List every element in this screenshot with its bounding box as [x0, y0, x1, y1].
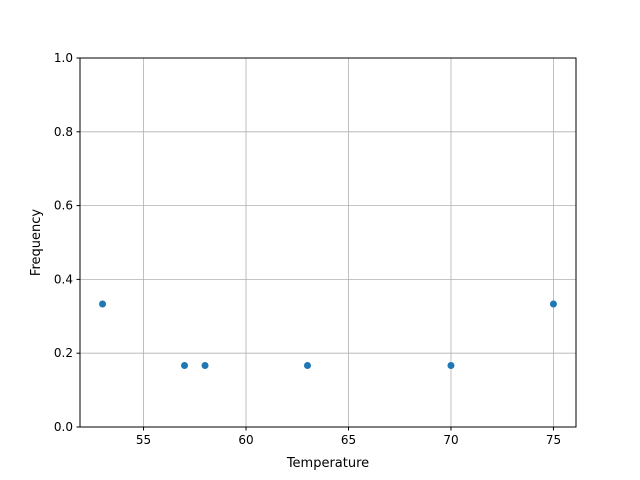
y-axis-ticks: 0.0 0.2 0.4 0.6 0.8 1.0	[54, 51, 80, 434]
x-axis-label: Temperature	[286, 456, 369, 471]
y-tick-label: 0.4	[54, 272, 73, 286]
axes-frame	[79, 57, 577, 428]
data-point	[304, 361, 312, 369]
y-tick-label: 1.0	[54, 51, 73, 65]
data-points	[99, 300, 557, 369]
x-tick-label: 55	[136, 433, 151, 447]
data-point	[201, 361, 209, 369]
data-point	[447, 361, 455, 369]
x-tick-label: 75	[546, 433, 561, 447]
x-tick-label: 60	[238, 433, 253, 447]
y-tick-label: 0.0	[54, 420, 73, 434]
data-point	[181, 361, 189, 369]
x-tick-label: 70	[443, 433, 458, 447]
data-point	[99, 300, 107, 308]
grid	[80, 57, 576, 428]
x-tick-label: 65	[341, 433, 356, 447]
y-axis-label: Frequency	[29, 209, 44, 276]
x-axis-ticks: 55 60 65 70 75	[136, 427, 561, 447]
data-point	[549, 300, 557, 308]
y-tick-label: 0.6	[54, 199, 73, 213]
y-tick-label: 0.2	[54, 346, 73, 360]
y-tick-label: 0.8	[54, 125, 73, 139]
